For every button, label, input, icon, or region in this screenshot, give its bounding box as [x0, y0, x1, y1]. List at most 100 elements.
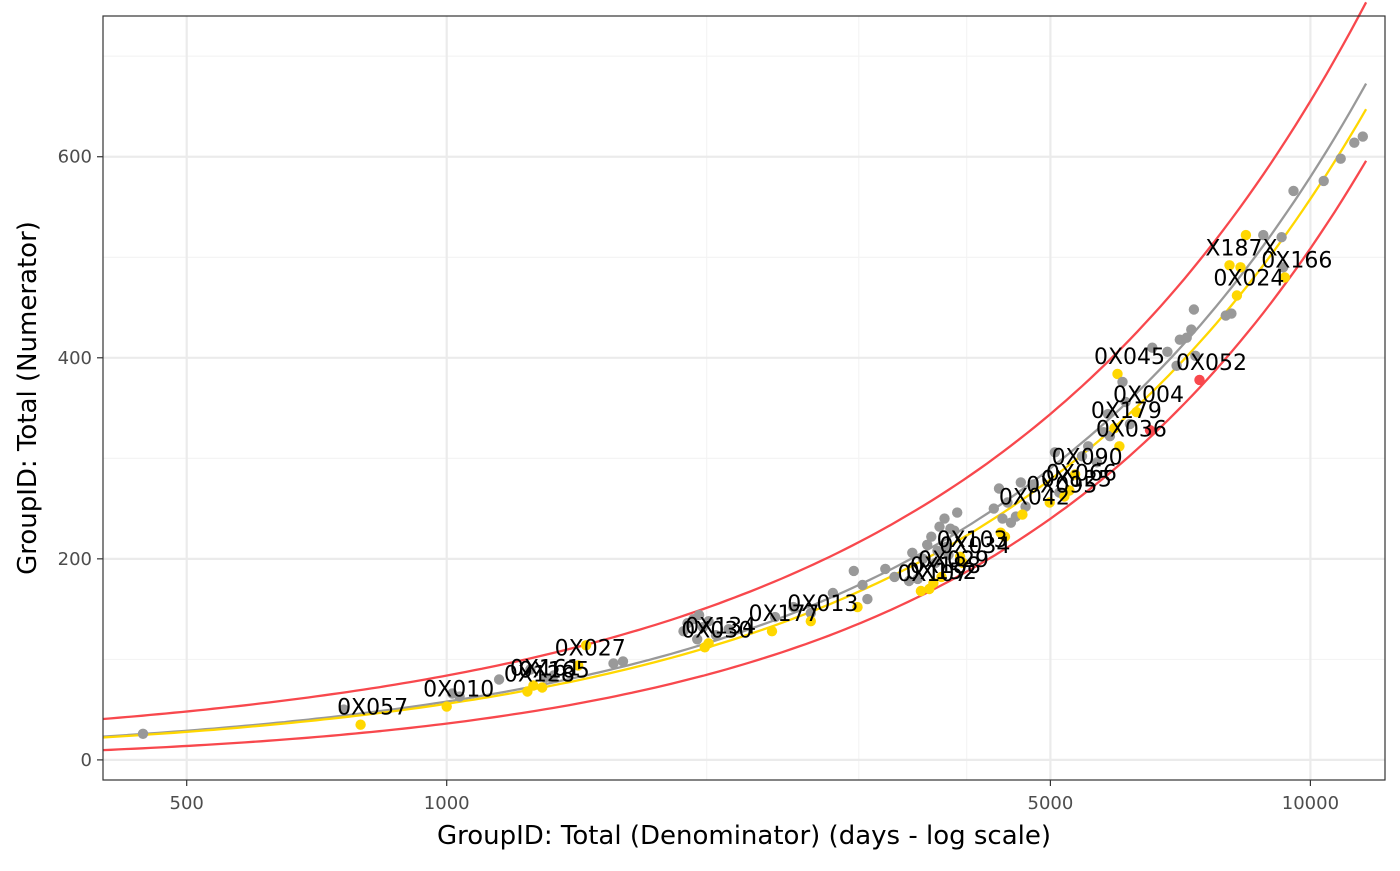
data-point	[454, 691, 465, 702]
data-point	[949, 525, 960, 536]
data-point	[1357, 131, 1369, 142]
data-point	[1112, 368, 1123, 380]
curve-funnel-low	[102, 108, 1368, 739]
data-point	[1015, 477, 1026, 488]
point-label: X187X	[1205, 236, 1277, 261]
point-label: 0X013	[787, 592, 858, 617]
data-point	[1276, 232, 1287, 243]
curve-funnel-lower	[102, 160, 1368, 752]
point-label: 0X057	[337, 696, 408, 721]
major-gridlines	[103, 16, 1385, 780]
curve-average	[102, 83, 1368, 738]
data-point	[769, 611, 781, 623]
data-point	[943, 549, 954, 560]
data-point	[548, 670, 559, 681]
data-point	[915, 585, 927, 597]
data-point	[1002, 497, 1013, 508]
data-point	[573, 660, 584, 671]
data-point	[1318, 175, 1329, 187]
point-label: 0X125	[1041, 468, 1112, 493]
data-point	[1104, 431, 1116, 442]
data-point	[1279, 272, 1291, 283]
data-point	[355, 719, 366, 730]
data-point	[1258, 229, 1269, 241]
panel-border	[102, 15, 1386, 781]
data-point	[1124, 418, 1136, 430]
x-axis-title: GroupID: Total (Denominator) (days - log…	[437, 821, 1051, 851]
data-point	[997, 513, 1008, 524]
data-point	[917, 553, 929, 564]
data-point	[1091, 457, 1103, 468]
data-point	[766, 626, 778, 637]
data-points	[137, 131, 1369, 739]
data-point	[922, 539, 933, 550]
data-point	[1240, 229, 1252, 241]
data-point	[1076, 451, 1088, 462]
data-point	[1335, 153, 1346, 164]
x-tick-label: 1000	[424, 793, 470, 814]
point-label: 0X179	[1091, 399, 1162, 424]
data-point	[827, 587, 839, 599]
data-point	[957, 557, 969, 569]
point-label: 0X066	[1046, 462, 1117, 487]
point-label: 0X166	[1261, 248, 1332, 273]
data-point	[539, 672, 551, 683]
data-point	[1069, 469, 1081, 480]
data-point	[928, 577, 939, 589]
data-point	[580, 640, 592, 651]
data-point	[1188, 304, 1200, 315]
data-point	[932, 545, 943, 556]
data-point	[703, 616, 714, 627]
data-point	[926, 531, 937, 542]
y-tick-label: 400	[58, 348, 92, 369]
data-point	[1064, 485, 1075, 496]
point-label: 0X029	[918, 548, 989, 573]
data-point	[703, 638, 714, 649]
data-point	[1028, 479, 1039, 490]
data-point	[441, 701, 452, 712]
data-point	[1049, 447, 1061, 458]
data-point	[493, 674, 505, 685]
data-point	[1120, 396, 1131, 408]
data-point	[903, 575, 915, 587]
data-point	[537, 682, 548, 693]
data-point	[1162, 346, 1173, 357]
funnel-curves	[102, 1, 1368, 752]
data-point	[912, 573, 923, 585]
data-point	[936, 571, 947, 583]
data-point	[1194, 374, 1205, 386]
data-point	[880, 563, 891, 575]
data-point	[1278, 262, 1289, 273]
data-point	[1131, 406, 1142, 418]
y-tick-label: 600	[58, 147, 92, 168]
data-point	[338, 704, 349, 715]
point-label: 0X103	[937, 528, 1008, 553]
point-label: 0X161	[510, 657, 581, 682]
data-point	[692, 634, 703, 645]
data-point	[907, 547, 918, 558]
data-point	[1171, 360, 1182, 371]
data-point	[525, 664, 536, 675]
point-label: 0X030	[681, 618, 752, 643]
data-point	[1109, 423, 1120, 434]
point-label: 0X095	[1026, 474, 1097, 499]
data-point	[1117, 376, 1128, 388]
data-point	[1114, 441, 1125, 452]
data-point	[848, 565, 859, 577]
x-tick-label: 5000	[1028, 793, 1074, 814]
data-point	[805, 607, 816, 619]
data-point	[930, 557, 941, 569]
data-point	[1020, 501, 1031, 512]
point-label: 0X004	[1113, 383, 1184, 408]
data-point	[1224, 260, 1235, 271]
data-point	[1102, 408, 1114, 420]
y-axis: 0 200 400 600	[58, 147, 103, 771]
data-point	[934, 521, 945, 532]
data-point	[857, 579, 868, 591]
point-label: 0X134	[685, 614, 756, 639]
point-label: 0X177	[748, 602, 819, 627]
data-point	[1083, 441, 1094, 452]
